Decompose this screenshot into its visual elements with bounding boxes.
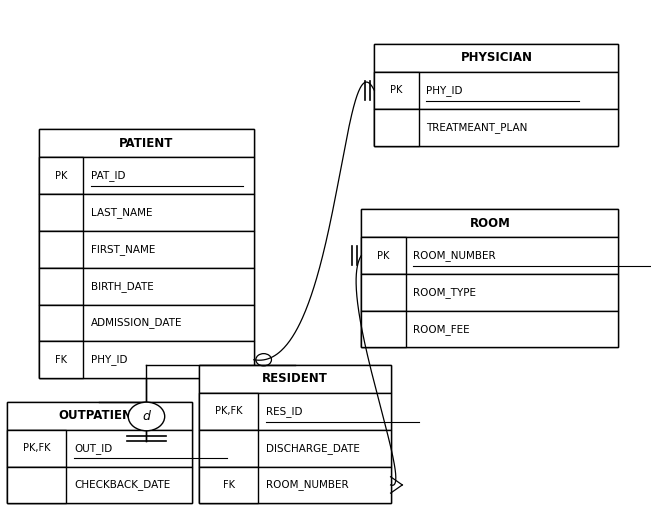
Bar [7, 467, 192, 503]
Bar [39, 129, 254, 378]
Bar [361, 209, 618, 347]
Bar [7, 467, 66, 503]
Text: ROOM_NUMBER: ROOM_NUMBER [413, 250, 496, 261]
Text: BIRTH_DATE: BIRTH_DATE [91, 281, 154, 292]
Text: RESIDENT: RESIDENT [262, 373, 327, 385]
Text: PK,FK: PK,FK [215, 406, 242, 416]
Text: RES_ID: RES_ID [266, 406, 303, 417]
Bar [39, 305, 83, 341]
Bar [374, 44, 618, 72]
Bar [374, 72, 419, 109]
Bar [361, 209, 618, 237]
Bar [7, 430, 66, 467]
Bar [361, 274, 406, 311]
Bar [39, 305, 254, 341]
Text: LAST_NAME: LAST_NAME [91, 207, 152, 218]
Text: CHECKBACK_DATE: CHECKBACK_DATE [74, 479, 171, 491]
Bar [199, 365, 391, 393]
Text: OUT_ID: OUT_ID [74, 443, 113, 454]
Text: PHYSICIAN: PHYSICIAN [460, 52, 533, 64]
Text: FK: FK [55, 355, 67, 365]
Bar [199, 393, 391, 430]
Bar [39, 157, 254, 194]
Text: FIRST_NAME: FIRST_NAME [91, 244, 156, 255]
Text: d: d [143, 410, 150, 423]
Text: PAT_ID: PAT_ID [91, 170, 126, 181]
Bar [374, 44, 618, 146]
Text: PK: PK [390, 85, 403, 96]
Text: ROOM: ROOM [469, 217, 510, 229]
Bar [7, 430, 192, 467]
Bar [39, 341, 83, 378]
Text: PK: PK [55, 171, 68, 181]
Bar [39, 268, 254, 305]
Bar [361, 237, 406, 274]
Text: PK,FK: PK,FK [23, 443, 50, 453]
Text: OUTPATIENT: OUTPATIENT [58, 409, 141, 422]
Text: PATIENT: PATIENT [119, 137, 174, 150]
Bar [361, 237, 618, 274]
Text: TREATMEANT_PLAN: TREATMEANT_PLAN [426, 122, 528, 133]
Text: PK: PK [377, 250, 390, 261]
Bar [199, 365, 391, 503]
Text: PHY_ID: PHY_ID [91, 354, 128, 365]
Bar [374, 109, 618, 146]
Text: FK: FK [223, 480, 234, 490]
Bar [7, 402, 192, 430]
Bar [39, 129, 254, 157]
Text: PHY_ID: PHY_ID [426, 85, 463, 96]
Bar [39, 194, 83, 231]
Bar [39, 231, 83, 268]
Bar [361, 311, 618, 347]
Bar [199, 430, 258, 467]
Bar [199, 393, 258, 430]
Bar [199, 467, 258, 503]
Bar [374, 109, 419, 146]
Bar [361, 311, 406, 347]
Bar [199, 467, 391, 503]
Text: ROOM_FEE: ROOM_FEE [413, 323, 470, 335]
Bar [39, 157, 83, 194]
Bar [39, 194, 254, 231]
Text: ROOM_NUMBER: ROOM_NUMBER [266, 479, 349, 491]
Text: ROOM_TYPE: ROOM_TYPE [413, 287, 477, 298]
Text: ADMISSION_DATE: ADMISSION_DATE [91, 317, 183, 329]
Bar [39, 341, 254, 378]
Bar [199, 430, 391, 467]
Bar [39, 231, 254, 268]
Bar [361, 274, 618, 311]
Circle shape [128, 402, 165, 431]
Bar [374, 72, 618, 109]
Bar [7, 402, 192, 503]
Text: DISCHARGE_DATE: DISCHARGE_DATE [266, 443, 360, 454]
Bar [39, 268, 83, 305]
